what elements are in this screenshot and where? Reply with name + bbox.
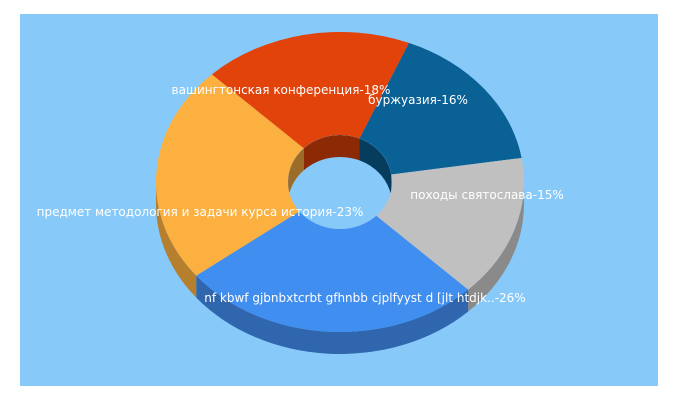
slice-4[interactable] [211, 31, 409, 149]
slice-side-1 [468, 182, 524, 312]
donut-chart: буржуазия-16% походы святослава-15% nf kbw… [20, 14, 658, 386]
slice-side-2 [196, 275, 469, 355]
slice-2[interactable] [196, 211, 469, 333]
slice-label-3: предмет методология и задачи курса истор… [37, 205, 364, 219]
slice-inner-wall-3 [288, 148, 304, 204]
slice-label-2: nf kbwf gjbnbxtcrbt gfhnbb cjplfyyst d [… [204, 291, 525, 305]
slice-inner-wall-0 [359, 138, 392, 197]
slice-label-1: походы святослава-15% [410, 188, 564, 202]
donut-sides [156, 182, 524, 355]
donut-tops [155, 31, 525, 333]
slice-1[interactable] [376, 157, 525, 290]
slice-label-0: буржуазия-16% [368, 93, 468, 107]
slice-side-3 [156, 182, 197, 298]
slice-3[interactable] [155, 74, 304, 276]
slice-0[interactable] [359, 42, 522, 175]
slice-label-4: вашингтонская конференция-18% [172, 83, 391, 97]
chart-panel: буржуазия-16% походы святослава-15% nf kbw… [20, 14, 658, 386]
slice-labels: буржуазия-16% походы святослава-15% nf kbw… [37, 83, 564, 305]
slice-inner-wall-4 [303, 135, 360, 171]
